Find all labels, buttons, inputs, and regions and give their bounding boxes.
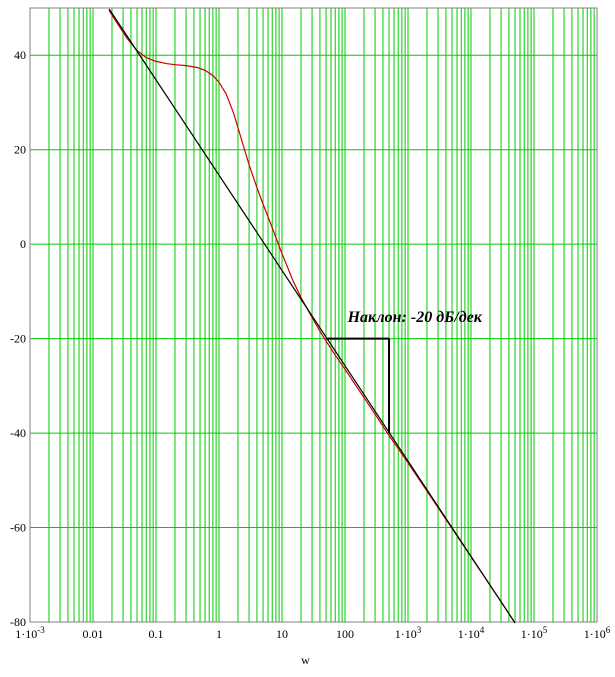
y-tick-label: 0 [20, 237, 26, 251]
series-line-asymptote [108, 8, 516, 624]
y-tick-labels: 40 20 0 -20 -40 -60 -80 [10, 48, 26, 629]
x-tick-label: 100 [336, 627, 354, 641]
y-tick-label: 40 [14, 48, 26, 62]
x-tick-label: 0.1 [149, 627, 164, 641]
y-tick-label: -80 [10, 615, 26, 629]
x-tick-labels: 1·10-3 0.01 0.1 1 10 100 1·103 1·104 1·105 1·106 [15, 625, 611, 641]
x-tick-label: 1·106 [584, 625, 611, 641]
y-tick-label: 20 [14, 143, 26, 157]
x-tick-label: 1·104 [458, 625, 485, 641]
x-tick-label: 0.01 [83, 627, 104, 641]
y-tick-label: -20 [10, 332, 26, 346]
x-tick-label: 1·103 [395, 625, 422, 641]
y-tick-label: -40 [10, 426, 26, 440]
x-tick-label: 1·10-3 [15, 625, 45, 641]
annotation-layer: Наклон: -20 дБ/дек [326, 309, 483, 434]
y-tick-label: -60 [10, 521, 26, 535]
grid [29, 8, 598, 623]
x-axis-label: w [301, 653, 310, 667]
slope-annotation: Наклон: -20 дБ/дек [347, 309, 483, 326]
plot-frame [29, 7, 598, 623]
x-tick-label: 1 [216, 627, 222, 641]
x-tick-label: 1·105 [521, 625, 548, 641]
x-tick-label: 10 [276, 627, 288, 641]
series-line-magnitude [108, 10, 516, 624]
series-layer [108, 8, 516, 624]
